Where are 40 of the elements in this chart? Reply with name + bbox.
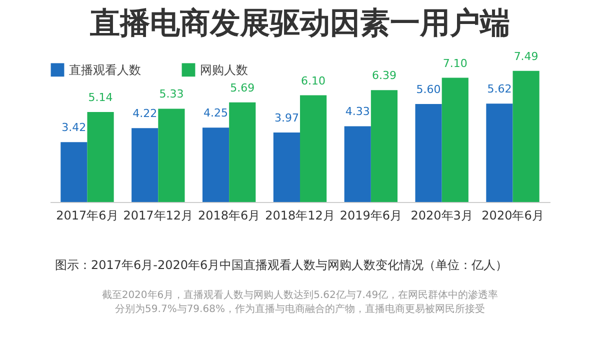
data-label: 7.10 [442,56,468,70]
bar [229,102,256,202]
bar [442,78,468,202]
data-label: 5.62 [487,82,512,96]
data-label: 4.22 [132,107,158,120]
data-label: 5.69 [230,81,255,94]
data-label: 6.39 [372,69,396,82]
data-label: 3.97 [274,112,299,125]
bar [512,70,540,202]
data-label: 4.33 [345,105,370,118]
bar [344,126,371,202]
x-tick-label: 2017年6月 [56,208,118,222]
bar [60,142,88,202]
data-label: 3.42 [62,121,86,134]
bar [202,128,230,202]
bar [486,104,513,202]
text: 图示：2017年6月-2020年6月中国直播观看人数与网购人数变化情况（单位：亿人） [55,257,508,274]
data-label: 5.60 [416,83,441,96]
text: 截至2020年6月，直播观看人数与网购人数达到5.62亿与7.49亿，在网民群体中的渗透率分别为59.7%与79.68%，作为直播与电商融合的产物，直播电商更易被网民所接受 [100,289,500,317]
bar [132,128,158,202]
bar [158,108,185,202]
legend-label: 网购人数 [200,62,248,77]
x-tick-label: 2018年12月 [265,208,335,222]
x-tick-label: 2017年12月 [123,208,194,222]
x-tick-label: 2020年6月 [482,208,544,222]
bar [300,95,327,202]
bar [87,112,114,202]
chart-title: 直播电商发展驱动因素一用户端 [89,6,510,41]
legend-label: 直播观看人数 [69,62,141,77]
x-tick-label: 2019年6月 [340,208,402,222]
data-label: 5.33 [159,88,184,101]
bar [273,132,300,202]
x-tick-label: 2020年3月 [410,208,473,222]
data-label: 7.49 [514,50,538,63]
x-tick-label: 2018年6月 [198,208,260,222]
data-label: 4.25 [204,106,228,120]
bar [370,90,398,202]
bar [415,104,442,202]
data-label: 5.14 [88,91,113,104]
data-label: 6.10 [301,74,326,88]
